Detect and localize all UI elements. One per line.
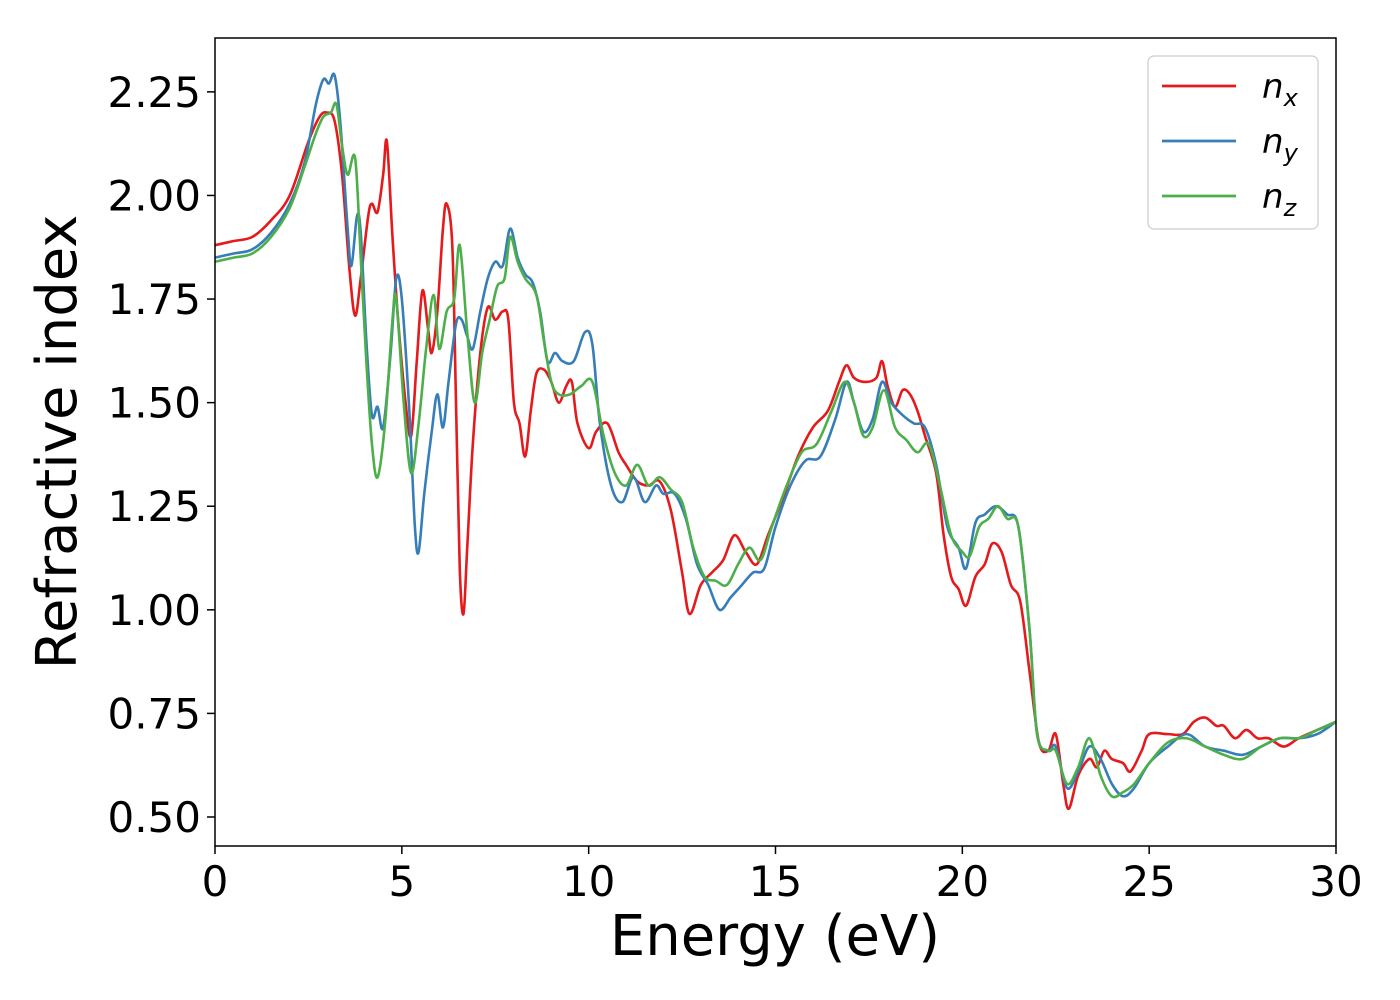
x-tick-label: 20	[936, 857, 989, 906]
legend-label-nx: nx	[1262, 67, 1299, 112]
y-axis-title: Refractive index	[25, 215, 90, 670]
y-tick-label: 1.25	[107, 482, 201, 531]
y-tick-label: 1.00	[107, 586, 201, 635]
legend: nx ny nz	[1147, 55, 1319, 230]
legend-label-nz: nz	[1262, 177, 1298, 222]
series-line-ny	[214, 72, 1337, 798]
x-axis-ticks: 0 5 10 15 20 25 30	[202, 846, 1363, 906]
series-line-nx	[214, 110, 1337, 811]
y-tick-label: 2.25	[107, 68, 201, 117]
legend-box	[1147, 55, 1319, 230]
y-tick-label: 2.00	[107, 171, 201, 220]
x-tick-label: 0	[202, 857, 229, 906]
x-tick-label: 15	[749, 857, 802, 906]
x-axis-title: Energy (eV)	[610, 904, 940, 969]
legend-label-ny: ny	[1262, 122, 1299, 167]
series-layer	[214, 72, 1337, 811]
x-tick-label: 25	[1122, 857, 1175, 906]
series-line-nz	[214, 101, 1337, 799]
y-axis-ticks: 0.50 0.75 1.00 1.25 1.50 1.75 2.00 2.25	[107, 68, 215, 842]
x-tick-label: 30	[1309, 857, 1362, 906]
y-tick-label: 1.50	[107, 379, 201, 428]
y-tick-label: 0.75	[107, 689, 201, 738]
y-tick-label: 0.50	[107, 793, 201, 842]
x-tick-label: 5	[388, 857, 415, 906]
x-tick-label: 10	[562, 857, 615, 906]
y-tick-label: 1.75	[107, 275, 201, 324]
